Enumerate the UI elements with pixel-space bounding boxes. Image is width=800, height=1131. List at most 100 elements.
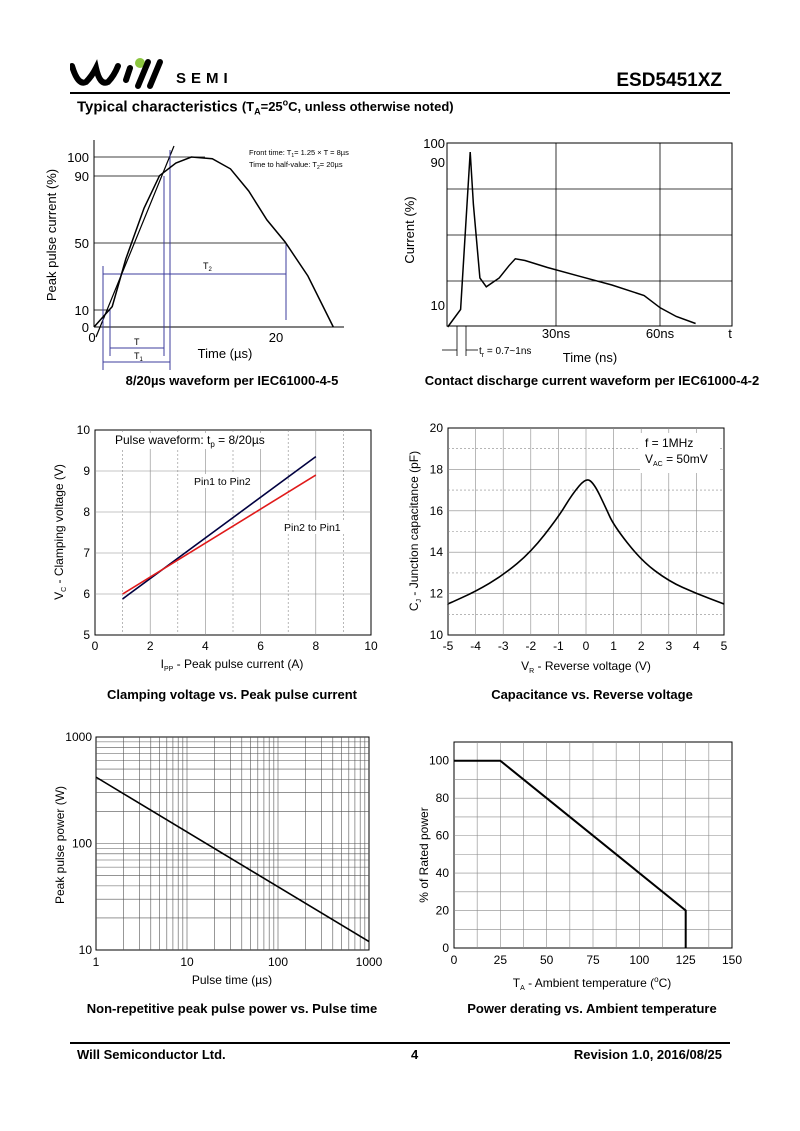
x-tick-label: 100 — [268, 955, 288, 969]
footer-company: Will Semiconductor Ltd. — [77, 1047, 226, 1062]
x-tick-label: 125 — [676, 953, 696, 967]
footer-rule — [70, 1042, 730, 1044]
waveform-curve — [93, 156, 334, 328]
company-logo: SEMI — [70, 58, 228, 89]
y-tick-label: 12 — [430, 587, 444, 601]
y-axis-label: % of Rated power — [417, 807, 431, 902]
y-tick-label: 0 — [82, 320, 89, 335]
x-axis-label: TA - Ambient temperature (oC) — [513, 975, 672, 992]
y-tick-label: 8 — [83, 505, 90, 519]
y-tick-label: 10 — [431, 298, 445, 313]
y-tick-label: 0 — [442, 941, 449, 955]
caption-contact-discharge: Contact discharge current waveform per I… — [424, 373, 760, 388]
capacitance-curve — [447, 479, 725, 605]
caption-pulse-power: Non-repetitive peak pulse power vs. Puls… — [86, 1001, 378, 1016]
section-title-text: Typical characteristics — [77, 98, 238, 116]
y-tick-label: 20 — [436, 904, 450, 918]
y-tick-label: 7 — [83, 546, 90, 560]
x-axis-label: Time (ns) — [563, 350, 617, 365]
x-axis-label: IPP - Peak pulse current (A) — [161, 657, 304, 673]
y-axis-label: Peak pulse power (W) — [53, 786, 67, 904]
t2-label: T2 — [203, 261, 213, 273]
plot-frame — [446, 142, 733, 327]
legend-box — [640, 433, 720, 473]
legend-box — [111, 433, 281, 449]
footer-page-number: 4 — [411, 1047, 419, 1062]
x-axis-label: Time (µs) — [198, 346, 253, 361]
x-tick-label: 3 — [665, 639, 672, 653]
x-tick-label: 75 — [586, 953, 600, 967]
y-tick-label: 1000 — [65, 730, 92, 744]
x-tick-label: -5 — [443, 639, 454, 653]
x-tick-label: 0 — [583, 639, 590, 653]
x-tick-label: 10 — [364, 639, 378, 653]
x-tick-label: 0 — [92, 639, 99, 653]
caption-waveform-8-20: 8/20µs waveform per IEC61000-4-5 — [125, 373, 339, 388]
legend-title: Pulse waveform: tp = 8/20µs — [115, 433, 265, 449]
y-tick-label: 100 — [72, 837, 92, 851]
y-tick-label: 14 — [430, 545, 444, 559]
x-tick-label: -3 — [498, 639, 509, 653]
y-tick-label: 100 — [423, 136, 445, 151]
y-tick-label: 100 — [429, 754, 449, 768]
y-tick-label: 10 — [75, 303, 89, 318]
caption-clamping: Clamping voltage vs. Peak pulse current — [107, 687, 357, 702]
legend-frequency: f = 1MHz — [645, 436, 693, 450]
y-tick-label: 50 — [75, 236, 89, 251]
x-tick-label: 4 — [693, 639, 700, 653]
x-tick-label: 1 — [93, 955, 100, 969]
caption-capacitance: Capacitance vs. Reverse voltage — [491, 687, 693, 702]
rise-time-label: tr = 0.7~1ns — [479, 346, 531, 359]
x-axis-label: VR - Reverse voltage (V) — [521, 659, 651, 675]
x-tick-label: -4 — [470, 639, 481, 653]
discharge-curve — [447, 151, 696, 328]
x-tick-label: 4 — [202, 639, 209, 653]
x-tick-label: 20 — [269, 330, 283, 345]
y-axis-label: Peak pulse current (%) — [44, 169, 59, 301]
x-tick-label: 30ns — [542, 326, 571, 341]
y-axis-label: Current (%) — [402, 196, 417, 263]
footer-revision: Revision 1.0, 2016/08/25 — [573, 1047, 722, 1062]
x-tick-label: -2 — [525, 639, 536, 653]
x-tick-label: 100 — [629, 953, 649, 967]
t1-label: T1 — [134, 351, 144, 363]
y-tick-label: 90 — [431, 155, 445, 170]
header-rule — [70, 92, 730, 94]
y-tick-label: 80 — [436, 791, 450, 805]
front-time-line — [95, 145, 175, 338]
front-time-note: Front time: T1= 1.25 × T = 8µs — [249, 148, 349, 159]
x-tick-label: 8 — [312, 639, 319, 653]
y-tick-label: 9 — [83, 464, 90, 478]
y-tick-label: 10 — [430, 628, 444, 642]
y-tick-label: 5 — [83, 628, 90, 642]
y-tick-label: 20 — [430, 421, 444, 435]
x-tick-label: 5 — [721, 639, 728, 653]
y-tick-label: 16 — [430, 504, 444, 518]
series-label-pin2-to-pin1: Pin2 to Pin1 — [284, 522, 341, 534]
y-tick-label: 10 — [77, 423, 91, 437]
section-condition: (TA=25oC, unless otherwise noted) — [241, 98, 454, 117]
x-tick-label: 2 — [638, 639, 645, 653]
x-tick-label: 0 — [88, 330, 95, 345]
derating-curve — [454, 759, 687, 948]
caption-derating: Power derating vs. Ambient temperature — [467, 1001, 717, 1016]
x-tick-label: 150 — [722, 953, 742, 967]
y-tick-label: 18 — [430, 462, 444, 476]
x-tick-label: -1 — [553, 639, 564, 653]
x-tick-label: 0 — [451, 953, 458, 967]
legend-voltage: VAC = 50mV — [645, 452, 708, 468]
x-tick-label: 60ns — [646, 326, 675, 341]
y-tick-label: 100 — [67, 150, 89, 165]
y-tick-label: 10 — [79, 943, 93, 957]
x-axis-label: Pulse time (µs) — [192, 973, 272, 987]
y-axis-label: CJ - Junction capacitance (pF) — [407, 451, 423, 611]
y-tick-label: 6 — [83, 587, 90, 601]
part-number: ESD5451XZ — [616, 70, 722, 91]
x-tick-label: 10 — [180, 955, 194, 969]
x-tick-label: 25 — [494, 953, 508, 967]
x-tick-label: 50 — [540, 953, 554, 967]
x-tick-label: 1 — [610, 639, 617, 653]
series-line-pin1-to-pin2 — [122, 456, 317, 600]
x-tick-label: 2 — [147, 639, 154, 653]
